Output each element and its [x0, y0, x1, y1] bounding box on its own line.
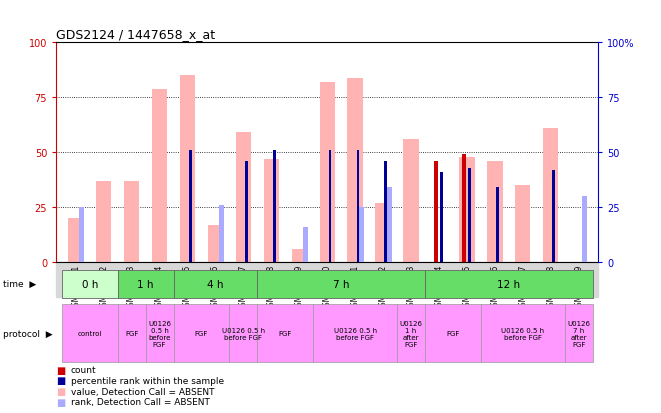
Bar	[515, 186, 530, 262]
FancyBboxPatch shape	[118, 305, 145, 362]
Text: ■: ■	[56, 386, 65, 396]
Text: U0126 0.5 h
before FGF: U0126 0.5 h before FGF	[222, 327, 265, 340]
Bar	[219, 205, 224, 262]
FancyBboxPatch shape	[425, 270, 593, 298]
Bar	[385, 161, 387, 262]
Text: 7 h: 7 h	[333, 279, 350, 289]
FancyBboxPatch shape	[564, 305, 593, 362]
Text: FGF: FGF	[446, 330, 459, 337]
FancyBboxPatch shape	[313, 305, 397, 362]
Bar	[468, 168, 471, 262]
Bar	[582, 197, 588, 262]
Text: ■: ■	[56, 397, 65, 407]
Bar	[264, 159, 279, 262]
Bar	[348, 78, 363, 262]
FancyBboxPatch shape	[397, 305, 425, 362]
Text: FGF: FGF	[195, 330, 208, 337]
FancyBboxPatch shape	[425, 305, 481, 362]
Text: control: control	[77, 330, 102, 337]
Text: FGF: FGF	[125, 330, 138, 337]
Bar	[292, 249, 307, 262]
Bar	[329, 151, 331, 262]
Bar	[543, 129, 559, 262]
FancyBboxPatch shape	[145, 305, 174, 362]
FancyBboxPatch shape	[257, 305, 313, 362]
Bar	[403, 140, 418, 262]
Text: 0 h: 0 h	[81, 279, 98, 289]
Bar	[236, 133, 251, 262]
FancyBboxPatch shape	[229, 305, 257, 362]
Text: value, Detection Call = ABSENT: value, Detection Call = ABSENT	[71, 387, 214, 396]
Bar	[356, 151, 360, 262]
Bar	[273, 151, 276, 262]
Bar	[359, 207, 364, 262]
FancyBboxPatch shape	[118, 270, 174, 298]
Bar	[245, 161, 248, 262]
Bar	[319, 83, 335, 262]
Bar	[440, 173, 443, 262]
Text: 4 h: 4 h	[207, 279, 223, 289]
Bar	[463, 155, 466, 262]
FancyBboxPatch shape	[174, 305, 229, 362]
Text: U0126
1 h
after
FGF: U0126 1 h after FGF	[399, 320, 422, 347]
Text: 12 h: 12 h	[497, 279, 520, 289]
Bar	[303, 227, 308, 262]
Text: FGF: FGF	[278, 330, 292, 337]
Bar	[375, 203, 391, 262]
Bar	[180, 76, 195, 262]
Bar	[434, 161, 438, 262]
Bar	[189, 151, 192, 262]
Bar	[487, 161, 502, 262]
FancyBboxPatch shape	[61, 305, 118, 362]
Bar	[96, 181, 111, 262]
Text: time  ▶: time ▶	[3, 280, 36, 288]
Text: ■: ■	[56, 375, 65, 385]
FancyBboxPatch shape	[61, 270, 118, 298]
Text: rank, Detection Call = ABSENT: rank, Detection Call = ABSENT	[71, 397, 210, 406]
FancyBboxPatch shape	[257, 270, 425, 298]
Bar	[79, 207, 85, 262]
Bar	[387, 188, 392, 262]
Bar	[68, 218, 83, 262]
Text: 1 h: 1 h	[137, 279, 154, 289]
Bar	[124, 181, 139, 262]
FancyBboxPatch shape	[174, 270, 257, 298]
Text: U0126 0.5 h
before FGF: U0126 0.5 h before FGF	[334, 327, 377, 340]
Bar	[208, 225, 223, 262]
Text: GDS2124 / 1447658_x_at: GDS2124 / 1447658_x_at	[56, 28, 215, 41]
Text: ■: ■	[56, 365, 65, 375]
Text: count: count	[71, 365, 97, 374]
Bar	[56, 262, 598, 306]
Text: percentile rank within the sample: percentile rank within the sample	[71, 376, 224, 385]
Bar	[552, 170, 555, 262]
Text: U0126 0.5 h
before FGF: U0126 0.5 h before FGF	[501, 327, 544, 340]
Bar	[496, 188, 499, 262]
Text: protocol  ▶: protocol ▶	[3, 329, 53, 338]
Bar	[459, 157, 475, 262]
Bar	[152, 89, 167, 262]
Text: U0126
7 h
after
FGF: U0126 7 h after FGF	[567, 320, 590, 347]
Text: U0126
0.5 h
before
FGF: U0126 0.5 h before FGF	[148, 320, 171, 347]
FancyBboxPatch shape	[481, 305, 564, 362]
